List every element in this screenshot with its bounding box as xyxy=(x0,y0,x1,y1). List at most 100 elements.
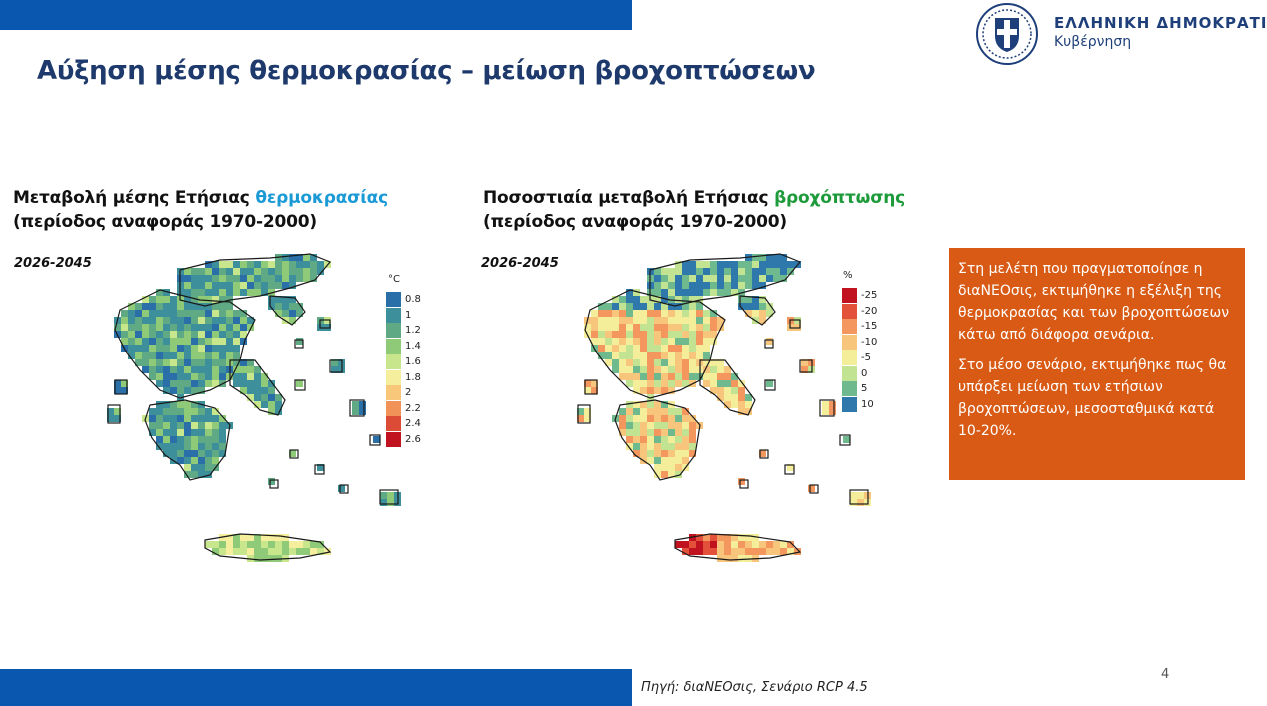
map-cell xyxy=(170,359,177,366)
map-cell xyxy=(212,345,219,352)
map-cell xyxy=(226,534,233,541)
map-cell xyxy=(661,366,668,373)
region-border xyxy=(114,379,128,395)
map-cell xyxy=(759,261,766,268)
bottom-accent-bar xyxy=(0,669,632,706)
map-cell xyxy=(668,317,675,324)
map-cell xyxy=(135,352,142,359)
logo-subtitle: Κυβέρνηση xyxy=(1054,34,1132,50)
map-cell xyxy=(142,352,149,359)
map-cell xyxy=(247,289,254,296)
map-cell xyxy=(661,436,668,443)
map-cell xyxy=(745,268,752,275)
map-cell xyxy=(212,436,219,443)
map-cell xyxy=(668,464,675,471)
map-cell xyxy=(682,331,689,338)
map-cell xyxy=(682,359,689,366)
map-cell xyxy=(212,331,219,338)
map-cell xyxy=(226,345,233,352)
map-cell xyxy=(121,338,128,345)
map-cell xyxy=(640,443,647,450)
map-cell xyxy=(759,254,766,261)
map-cell xyxy=(254,366,261,373)
map-cell xyxy=(647,422,654,429)
map-cell xyxy=(219,289,226,296)
map-cell xyxy=(759,450,766,457)
map-cell xyxy=(759,310,766,317)
map-cell xyxy=(710,387,717,394)
map-cell xyxy=(184,296,191,303)
map-cell xyxy=(268,394,275,401)
map-cell xyxy=(738,401,745,408)
map-cell xyxy=(191,415,198,422)
map-cell xyxy=(205,359,212,366)
map-cell xyxy=(331,359,338,366)
info-paragraph-2: Στο μέσο σενάριο, εκτιμήθηκε πως θα υπάρ… xyxy=(958,357,1227,439)
map-cell xyxy=(198,380,205,387)
map-cell xyxy=(647,450,654,457)
map-cell xyxy=(205,268,212,275)
legend-label: 1 xyxy=(405,309,412,321)
map-cell xyxy=(156,415,163,422)
map-cell xyxy=(163,338,170,345)
map-cell xyxy=(654,373,661,380)
map-cell xyxy=(626,366,633,373)
map-cell xyxy=(661,373,668,380)
map-cell xyxy=(787,548,794,555)
map-cell xyxy=(184,429,191,436)
map-cell xyxy=(128,352,135,359)
map-cell xyxy=(254,401,261,408)
map-cell xyxy=(703,345,710,352)
map-cell xyxy=(717,289,724,296)
legend-label: 5 xyxy=(861,383,868,394)
map-cell xyxy=(752,268,759,275)
region-border xyxy=(809,484,819,494)
map-cell xyxy=(759,317,766,324)
map-cell xyxy=(738,303,745,310)
map-cell xyxy=(177,436,184,443)
map-cell xyxy=(647,331,654,338)
map-cell xyxy=(682,450,689,457)
map-cell xyxy=(219,268,226,275)
map-cell xyxy=(724,401,731,408)
map-cell xyxy=(710,275,717,282)
map-cell xyxy=(654,380,661,387)
map-cell xyxy=(717,366,724,373)
map-cell xyxy=(731,261,738,268)
map-cell xyxy=(766,275,773,282)
map-cell xyxy=(745,548,752,555)
map-cell xyxy=(661,345,668,352)
map-cell xyxy=(128,310,135,317)
map-cell xyxy=(149,415,156,422)
map-cell xyxy=(633,429,640,436)
map-cell xyxy=(268,296,275,303)
map-cell xyxy=(317,268,324,275)
map-cell xyxy=(738,548,745,555)
map-cell xyxy=(205,380,212,387)
map-cell xyxy=(654,303,661,310)
map-cell xyxy=(184,450,191,457)
map-cell xyxy=(163,296,170,303)
map-cell xyxy=(626,415,633,422)
map-cell xyxy=(156,324,163,331)
map-cell xyxy=(654,457,661,464)
map-cell xyxy=(219,422,226,429)
map-cell xyxy=(177,380,184,387)
map-cell xyxy=(289,282,296,289)
map-cell xyxy=(205,464,212,471)
map-cell xyxy=(689,429,696,436)
map-cell xyxy=(289,268,296,275)
map-cell xyxy=(226,324,233,331)
map-cell xyxy=(668,415,675,422)
map-cell xyxy=(612,310,619,317)
map-cell xyxy=(184,289,191,296)
map-cell xyxy=(191,401,198,408)
map-cell xyxy=(233,275,240,282)
map-cell xyxy=(717,394,724,401)
map-cell xyxy=(163,359,170,366)
map-cell xyxy=(612,303,619,310)
map-cell xyxy=(198,317,205,324)
map-cell xyxy=(745,296,752,303)
map-cell xyxy=(163,331,170,338)
map-cell xyxy=(254,541,261,548)
